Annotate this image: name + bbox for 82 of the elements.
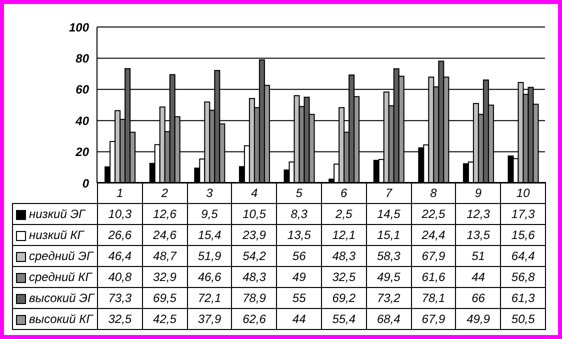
- data-label: 69,5: [142, 288, 188, 308]
- x-tick-label: 5: [276, 182, 322, 204]
- data-label: 62,6: [232, 308, 277, 330]
- legend-label: низкий КГ: [29, 228, 84, 242]
- data-label: 10,3: [98, 204, 142, 224]
- data-label: 48,3: [232, 266, 277, 288]
- data-label: 49: [276, 266, 322, 288]
- data-label: 46,4: [98, 246, 142, 266]
- legend-label: высокий ЭГ: [29, 291, 94, 305]
- y-tick-label: 60: [76, 82, 90, 97]
- data-label: 66: [456, 288, 501, 308]
- data-label: 51: [456, 246, 501, 266]
- x-tick-label: 2: [142, 182, 188, 204]
- data-label: 55,4: [321, 308, 366, 330]
- data-label: 15,1: [366, 224, 412, 246]
- y-tick-label: 40: [74, 114, 90, 128]
- data-label: 9,5: [187, 204, 232, 224]
- data-label: 15,6: [500, 224, 546, 246]
- data-label: 44: [456, 266, 501, 288]
- legend-label: средний КГ: [29, 270, 92, 284]
- data-label: 64,4: [500, 246, 546, 266]
- data-label: 15,4: [187, 224, 232, 246]
- y-tick-label: 100: [68, 20, 90, 34]
- data-label: 12,6: [142, 204, 188, 224]
- data-label: 78,1: [411, 288, 456, 308]
- data-label: 67,9: [411, 308, 456, 330]
- data-label: 8,3: [276, 204, 322, 224]
- data-label: 12,3: [456, 204, 501, 224]
- data-label: 61,6: [411, 266, 456, 288]
- data-label: 61,3: [500, 288, 546, 308]
- data-label: 26,6: [98, 224, 142, 246]
- data-label: 73,3: [98, 288, 142, 308]
- data-label: 48,7: [142, 246, 188, 266]
- data-label: 2,5: [321, 204, 366, 224]
- data-label: 13,5: [456, 224, 501, 246]
- x-tick-label: 3: [187, 182, 232, 204]
- data-label: 55: [276, 288, 322, 308]
- data-label: 32,9: [142, 266, 188, 288]
- data-label: 78,9: [232, 288, 277, 308]
- x-tick-label: 4: [232, 182, 277, 204]
- x-tick-label: 8: [411, 182, 456, 204]
- data-label: 73,2: [366, 288, 412, 308]
- data-label: 49,5: [366, 266, 412, 288]
- data-label: 14,5: [366, 204, 412, 224]
- x-tick-label: 7: [366, 182, 412, 204]
- data-label: 44: [276, 308, 322, 330]
- data-label: 22,5: [411, 204, 456, 224]
- data-label: 24,6: [142, 224, 188, 246]
- x-tick-label: 10: [500, 182, 546, 204]
- data-label: 58,3: [366, 246, 412, 266]
- x-tick-label: 6: [321, 182, 366, 204]
- x-tick-label: 1: [98, 182, 142, 204]
- legend-label: высокий КГ: [29, 312, 93, 326]
- data-label: 49,9: [456, 308, 501, 330]
- data-label: 12,1: [321, 224, 366, 246]
- data-label: 24,4: [411, 224, 456, 246]
- data-label: 50,5: [500, 308, 546, 330]
- data-label: 67,9: [411, 246, 456, 266]
- data-label: 17,3: [500, 204, 546, 224]
- data-label: 69,2: [321, 288, 366, 308]
- data-label: 56: [276, 246, 322, 266]
- data-label: 23,9: [232, 224, 277, 246]
- data-label: 46,6: [187, 266, 232, 288]
- y-tick-label: 80: [76, 51, 90, 66]
- data-label: 48,3: [321, 246, 366, 266]
- data-label: 37,9: [187, 308, 232, 330]
- data-label: 54,2: [232, 246, 277, 266]
- x-tick-label: 9: [456, 182, 501, 204]
- legend-label: низкий ЭГ: [29, 207, 86, 221]
- y-tick-label: 0: [82, 176, 90, 190]
- data-label: 10,5: [232, 204, 277, 224]
- data-label: 56,8: [500, 266, 546, 288]
- y-tick-label: 20: [74, 145, 90, 160]
- data-label: 32,5: [321, 266, 366, 288]
- data-label: 42,5: [142, 308, 188, 330]
- data-label: 32,5: [98, 308, 142, 330]
- legend-label: средний ЭГ: [29, 249, 93, 263]
- data-label: 72,1: [187, 288, 232, 308]
- data-label: 13,5: [276, 224, 322, 246]
- data-label: 68,4: [366, 308, 412, 330]
- data-label: 40,8: [98, 266, 142, 288]
- data-label: 51,9: [187, 246, 232, 266]
